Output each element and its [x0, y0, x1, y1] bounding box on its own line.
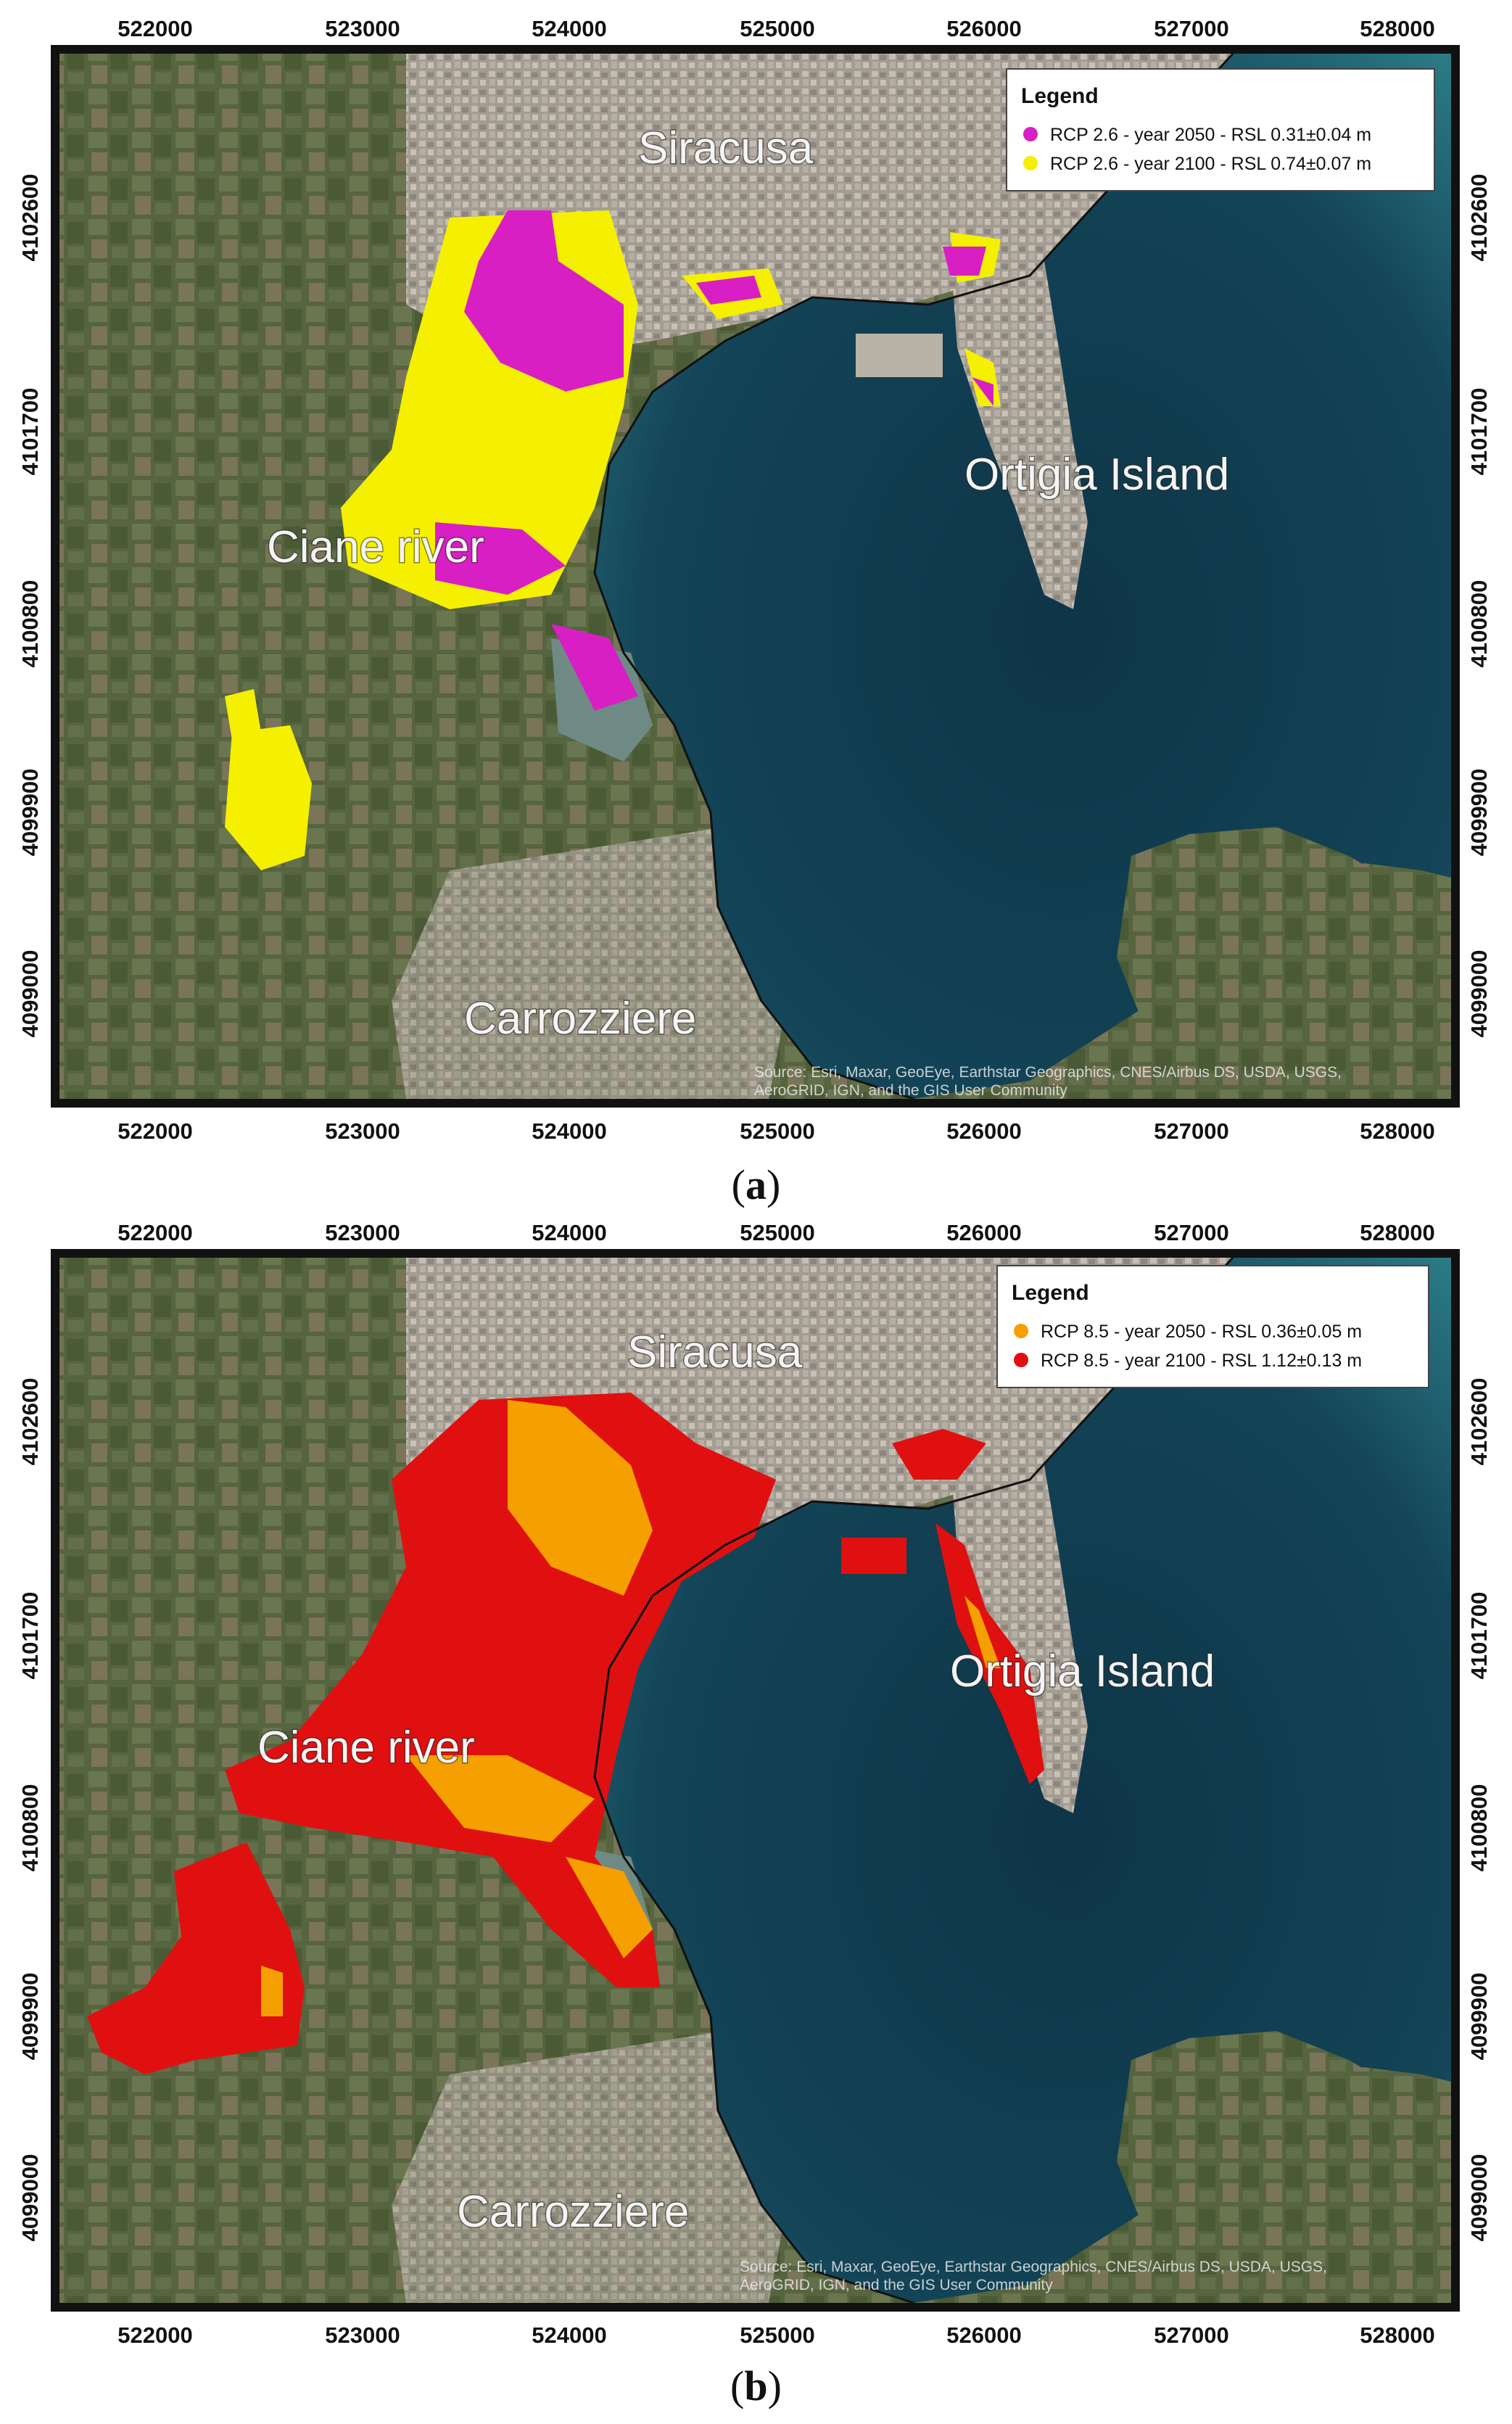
x-tick-bottom-4: 525000 — [740, 1118, 814, 1144]
x-tick-bottom-5: 526000 — [946, 2322, 1021, 2348]
attribution-line-1: Source: Esri, Maxar, GeoEye, Earthstar G… — [740, 2259, 1327, 2275]
x-tick-top-2: 523000 — [325, 1220, 400, 1245]
x-tick-top-6: 527000 — [1154, 16, 1228, 41]
coastline — [593, 52, 1234, 1100]
place-ciane-river: Ciane river — [257, 1723, 475, 1773]
y-tick-right-2: 4101700 — [1466, 1592, 1492, 1680]
legend-swatch-2100 — [1014, 1353, 1028, 1367]
x-tick-top-7: 528000 — [1360, 16, 1434, 41]
legend-swatch-2050 — [1023, 127, 1038, 141]
place-ortigia: Ortigia Island — [964, 450, 1229, 500]
legend-item-2100: RCP 2.6 - year 2100 - RSL 0.74±0.07 m — [1050, 154, 1371, 174]
y-tick-left-4: 4099900 — [17, 1973, 43, 2061]
map-b-svg: 522000 523000 524000 525000 526000 52700… — [17, 1220, 1492, 2348]
legend-b: Legend RCP 8.5 - year 2050 - RSL 0.36±0.… — [996, 1265, 1429, 1388]
caption-b: (b) — [730, 2362, 782, 2409]
y-tick-left-5: 4099000 — [17, 950, 43, 1038]
x-tick-bottom-3: 524000 — [532, 1118, 606, 1144]
ortigia-island-shape — [950, 225, 1088, 609]
map-panel-b: 522000 523000 524000 525000 526000 52700… — [0, 1204, 1512, 2409]
x-tick-bottom-2: 523000 — [325, 1118, 400, 1144]
y-tick-left-2: 4101700 — [17, 1592, 43, 1680]
x-tick-top-5: 526000 — [946, 16, 1021, 41]
map-a-svg: 522000 523000 524000 525000 526000 52700… — [17, 16, 1492, 1144]
y-tick-right-1: 4102600 — [1466, 1378, 1492, 1466]
place-siracusa: Siracusa — [638, 123, 814, 173]
x-tick-bottom-2: 523000 — [325, 2322, 400, 2348]
legend-item-2100: RCP 8.5 - year 2100 - RSL 1.12±0.13 m — [1041, 1351, 1362, 1371]
legend-title: Legend — [1021, 84, 1099, 108]
y-tick-left-4: 4099900 — [17, 769, 43, 857]
x-tick-top-4: 525000 — [740, 1220, 814, 1245]
legend-item-2050: RCP 8.5 - year 2050 - RSL 0.36±0.05 m — [1041, 1322, 1362, 1342]
x-tick-bottom-7: 528000 — [1360, 2322, 1434, 2348]
y-tick-right-3: 4100800 — [1466, 1784, 1492, 1872]
x-tick-top-4: 525000 — [740, 16, 814, 41]
legend-title: Legend — [1012, 1281, 1089, 1305]
y-tick-right-4: 4099900 — [1466, 769, 1492, 857]
x-tick-top-3: 524000 — [532, 16, 606, 41]
caption-letter-a: a — [745, 1161, 767, 1208]
southeast-promontory — [1117, 2031, 1451, 2303]
y-tick-right-1: 4102600 — [1466, 174, 1492, 262]
x-tick-top-3: 524000 — [532, 1220, 606, 1245]
southeast-promontory — [1117, 827, 1451, 1099]
y-tick-left-3: 4100800 — [17, 1784, 43, 1872]
place-siracusa: Siracusa — [627, 1327, 803, 1377]
y-tick-left-1: 4102600 — [17, 174, 43, 262]
y-tick-left-5: 4099000 — [17, 2154, 43, 2242]
y-tick-right-5: 4099000 — [1466, 2154, 1492, 2242]
x-tick-bottom-7: 528000 — [1360, 1118, 1434, 1144]
x-tick-top-2: 523000 — [325, 16, 400, 41]
place-ciane-river: Ciane river — [267, 522, 484, 572]
y-tick-right-4: 4099900 — [1466, 1973, 1492, 2061]
x-tick-bottom-4: 525000 — [740, 2322, 814, 2348]
y-tick-right-2: 4101700 — [1466, 388, 1492, 476]
legend-swatch-2100 — [1023, 156, 1038, 170]
x-tick-bottom-6: 527000 — [1154, 1118, 1228, 1144]
x-tick-top-5: 526000 — [946, 1220, 1021, 1245]
urban-area-carrozziere — [392, 2031, 798, 2303]
x-tick-bottom-3: 524000 — [532, 2322, 606, 2348]
x-tick-top-7: 528000 — [1360, 1220, 1434, 1245]
ortigia-island-shape — [950, 1429, 1088, 1813]
x-tick-bottom-1: 522000 — [117, 2322, 192, 2348]
x-tick-bottom-5: 526000 — [946, 1118, 1021, 1144]
x-tick-top-1: 522000 — [117, 16, 192, 41]
port-pier — [856, 334, 943, 377]
attribution-line-2: AeroGRID, IGN, and the GIS User Communit… — [754, 1082, 1067, 1099]
attribution-line-2: AeroGRID, IGN, and the GIS User Communit… — [740, 2277, 1053, 2293]
legend-item-2050: RCP 2.6 - year 2050 - RSL 0.31±0.04 m — [1050, 125, 1371, 145]
legend-a: Legend RCP 2.6 - year 2050 - RSL 0.31±0.… — [1006, 68, 1435, 191]
x-tick-bottom-6: 527000 — [1154, 2322, 1228, 2348]
place-carrozziere: Carrozziere — [457, 2187, 689, 2237]
caption-a: (a) — [731, 1161, 781, 1208]
inundation-rcp85-2050 — [261, 1400, 1001, 2016]
y-tick-left-1: 4102600 — [17, 1378, 43, 1466]
coastline — [593, 1256, 1234, 2304]
legend-box — [996, 1265, 1429, 1388]
legend-swatch-2050 — [1014, 1324, 1028, 1338]
legend-box — [1006, 68, 1435, 191]
map-panel-a: 522000 523000 524000 525000 526000 52700… — [0, 0, 1512, 1208]
y-tick-right-5: 4099000 — [1466, 950, 1492, 1038]
x-tick-top-1: 522000 — [117, 1220, 192, 1245]
x-tick-top-6: 527000 — [1154, 1220, 1228, 1245]
port-pier — [841, 1538, 906, 1574]
x-tick-bottom-1: 522000 — [117, 1118, 192, 1144]
attribution-line-1: Source: Esri, Maxar, GeoEye, Earthstar G… — [754, 1064, 1342, 1081]
place-carrozziere: Carrozziere — [464, 994, 696, 1044]
urban-area-carrozziere — [392, 827, 798, 1099]
place-ortigia: Ortigia Island — [950, 1646, 1215, 1697]
y-tick-left-2: 4101700 — [17, 388, 43, 476]
inundation-rcp26-2050 — [435, 210, 993, 711]
y-tick-right-3: 4100800 — [1466, 580, 1492, 668]
caption-letter-b: b — [744, 2362, 768, 2409]
y-tick-left-3: 4100800 — [17, 580, 43, 668]
